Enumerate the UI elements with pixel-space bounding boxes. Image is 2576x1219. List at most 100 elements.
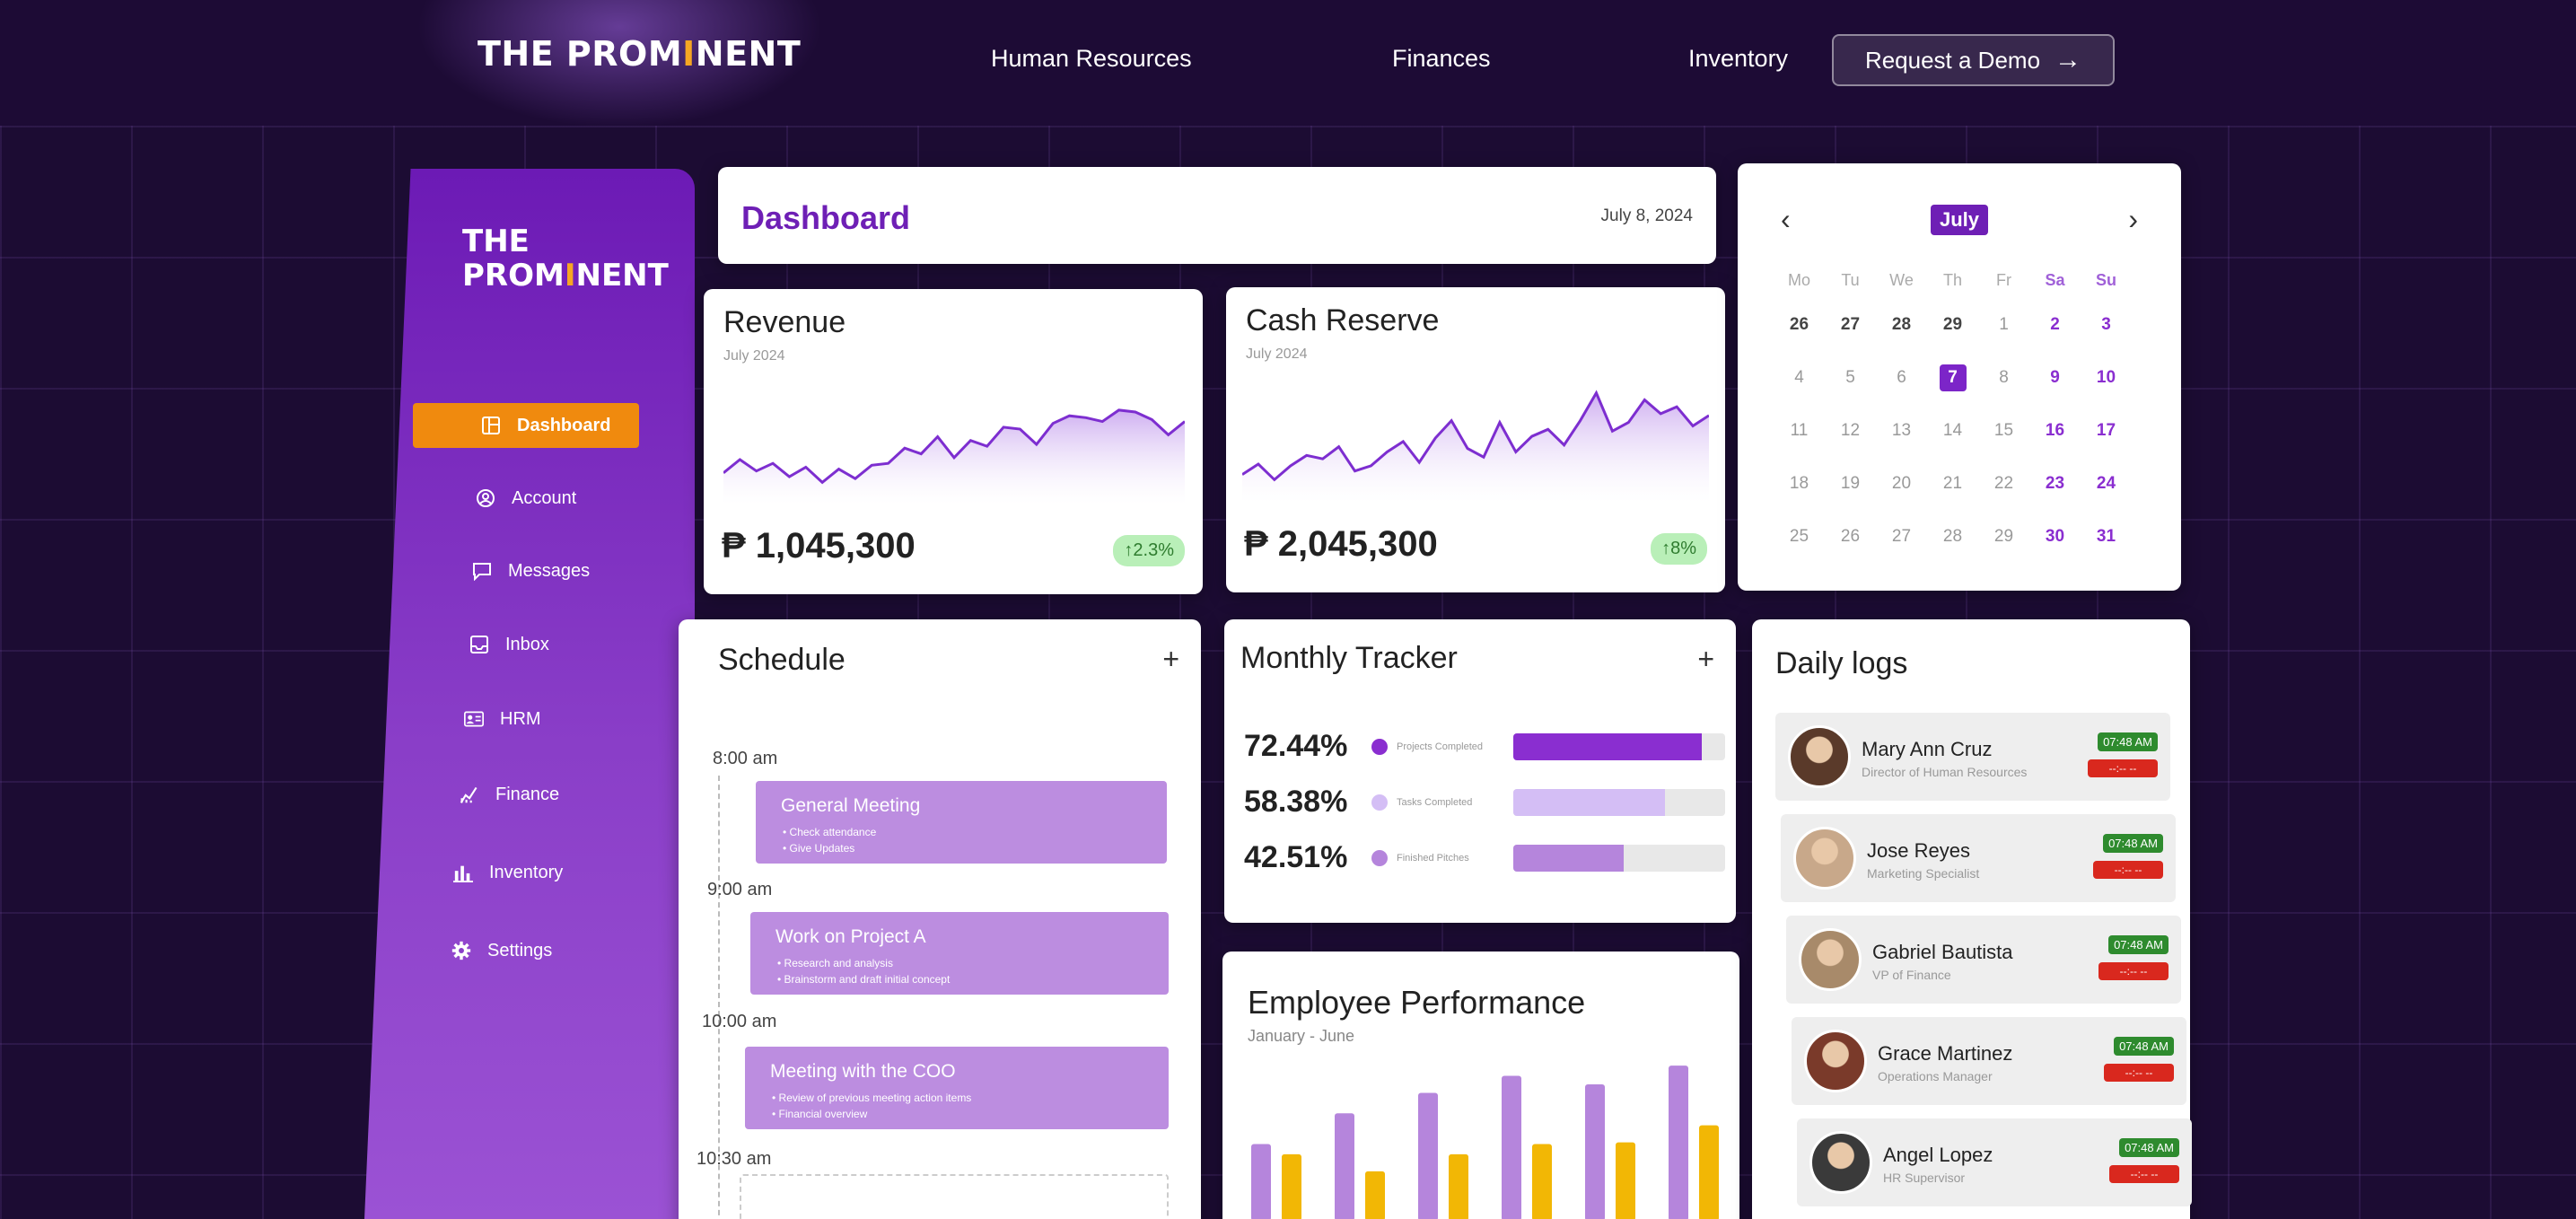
calendar-day[interactable]: 4 [1794, 367, 1804, 387]
daily-logs-title: Daily logs [1775, 646, 1908, 680]
employee-name: Jose Reyes [1867, 839, 1970, 862]
tracker-row: 72.44% Projects Completed [1244, 729, 1725, 764]
calendar-day[interactable]: 12 [1840, 420, 1861, 440]
progress-bar [1513, 844, 1725, 872]
sidebar-item-settings[interactable]: Settings [451, 928, 552, 973]
calendar-day[interactable]: 26 [1840, 526, 1861, 546]
calendar-day[interactable]: 17 [2096, 420, 2116, 440]
calendar-day[interactable]: 28 [1891, 314, 1912, 334]
daily-logs-card: Daily logs Mary Ann Cruz Director of Huma… [1752, 619, 2192, 1219]
calendar-day[interactable]: 5 [1845, 367, 1855, 387]
calendar-day[interactable]: 29 [1993, 526, 2014, 546]
avatar [1793, 827, 1856, 890]
calendar-day[interactable]: 27 [1840, 314, 1861, 334]
tracker-percentage: 42.51% [1244, 840, 1348, 874]
tracker-label: Tasks Completed [1397, 796, 1473, 808]
log-entry[interactable]: Grace Martinez Operations Manager 07:48 AM… [1792, 1017, 2186, 1105]
nav-finances[interactable]: Finances [1392, 45, 1491, 72]
performance-bar [1449, 1153, 1468, 1219]
brand-logo[interactable]: THE PROMINENT [478, 34, 802, 74]
calendar-day[interactable]: 19 [1840, 473, 1861, 493]
calendar-day[interactable]: 14 [1942, 420, 1963, 440]
log-entry[interactable]: Gabriel Bautista VP of Finance 07:48 AM --:… [1786, 916, 2181, 1004]
empty-slot[interactable] [740, 1174, 1169, 1219]
time-in-badge: 07:48 AM [2098, 732, 2158, 751]
weekday-label: We [1889, 270, 1914, 289]
revenue-chart [723, 408, 1185, 504]
chevron-right-icon[interactable]: › [2128, 203, 2138, 235]
calendar-day[interactable]: 11 [1790, 420, 1809, 440]
time-in-badge: 07:48 AM [2114, 1037, 2174, 1056]
chevron-left-icon[interactable]: ‹ [1781, 203, 1791, 235]
calendar-day[interactable]: 20 [1891, 473, 1912, 493]
calendar-day[interactable]: 13 [1891, 420, 1912, 440]
calendar-day[interactable]: 31 [2096, 526, 2116, 546]
log-entry[interactable]: Mary Ann Cruz Director of Human Resources… [1775, 713, 2170, 801]
nav-human-resources[interactable]: Human Resources [991, 45, 1192, 72]
sidebar-item-hrm[interactable]: HRM [464, 697, 541, 741]
employee-role: Director of Human Resources [1862, 765, 2028, 779]
nav-inventory[interactable]: Inventory [1688, 45, 1789, 72]
dashboard-header-card: Dashboard July 8, 2024 [718, 167, 1716, 264]
sidebar-item-finance[interactable]: Finance [460, 772, 559, 817]
revenue-card: Revenue July 2024 ₱ 1,045,300 ↑2.3% [704, 289, 1203, 594]
calendar-day[interactable]: 1 [1999, 314, 2009, 334]
request-demo-button[interactable]: Request a Demo → [1832, 34, 2115, 86]
calendar-day[interactable]: 15 [1993, 420, 2014, 440]
employee-role: HR Supervisor [1883, 1171, 1966, 1185]
log-entry[interactable]: Angel Lopez HR Supervisor 07:48 AM --:-- -- [1797, 1118, 2192, 1206]
calendar-day[interactable]: 27 [1891, 526, 1912, 546]
revenue-value: ₱ 1,045,300 [722, 526, 916, 566]
calendar-day[interactable]: 29 [1942, 314, 1963, 334]
calendar-month[interactable]: July [1930, 205, 1989, 235]
calendar-day[interactable]: 9 [2050, 367, 2060, 387]
calendar-day[interactable]: 24 [2096, 473, 2116, 493]
calendar-day[interactable]: 22 [1993, 473, 2014, 493]
calendar-day-today[interactable]: 7 [1927, 364, 1978, 391]
performance-bar [1699, 1125, 1719, 1219]
weekday-label: Fr [1996, 270, 2011, 289]
calendar-day[interactable]: 23 [2045, 473, 2065, 493]
sidebar-item-inventory[interactable]: Inventory [453, 850, 563, 895]
revenue-change-badge: ↑2.3% [1113, 535, 1185, 566]
schedule-event[interactable]: Meeting with the COO • Review of previou… [745, 1047, 1169, 1129]
performance-bar [1585, 1084, 1605, 1219]
progress-bar [1513, 732, 1725, 760]
sidebar-item-account[interactable]: Account [476, 476, 576, 521]
schedule-event[interactable]: General Meeting • Check attendance • Give… [756, 781, 1167, 864]
add-tracker-icon[interactable]: + [1697, 643, 1714, 675]
calendar-day[interactable]: 25 [1789, 526, 1809, 546]
calendar-day[interactable]: 10 [2096, 367, 2116, 387]
performance-bar [1365, 1171, 1385, 1219]
performance-bar [1669, 1066, 1688, 1219]
sidebar-item-dashboard[interactable]: Dashboard [413, 403, 639, 448]
time-out-badge: --:-- -- [2098, 962, 2169, 980]
calendar-day[interactable]: 26 [1789, 314, 1809, 334]
calendar-day[interactable]: 6 [1897, 367, 1906, 387]
sidebar-item-messages[interactable]: Messages [472, 548, 590, 593]
calendar-day[interactable]: 2 [2050, 314, 2060, 334]
hrm-icon [464, 709, 484, 729]
add-schedule-icon[interactable]: + [1162, 643, 1179, 675]
calendar-day[interactable]: 16 [2045, 420, 2065, 440]
calendar-day[interactable]: 21 [1942, 473, 1963, 493]
legend-dot [1371, 794, 1388, 811]
calendar-day[interactable]: 18 [1789, 473, 1809, 493]
cash-reserve-card: Cash Reserve July 2024 ₱ 2,045,300 ↑8% [1226, 287, 1725, 592]
performance-bar [1502, 1075, 1521, 1219]
tracker-label: Projects Completed [1397, 741, 1483, 752]
current-date: July 8, 2024 [1600, 206, 1693, 225]
legend-dot [1371, 849, 1388, 866]
employee-name: Grace Martinez [1878, 1042, 2013, 1065]
time-in-badge: 07:48 AM [2108, 935, 2169, 954]
performance-bar [1418, 1092, 1438, 1219]
cash-reserve-value: ₱ 2,045,300 [1244, 524, 1438, 564]
calendar-day[interactable]: 28 [1942, 526, 1963, 546]
sidebar-item-inbox[interactable]: Inbox [469, 622, 549, 667]
calendar-day[interactable]: 30 [2045, 526, 2065, 546]
schedule-event[interactable]: Work on Project A • Research and analysi… [750, 912, 1169, 995]
calendar-day[interactable]: 8 [1999, 367, 2009, 387]
calendar-day[interactable]: 3 [2101, 314, 2111, 334]
schedule-card: Schedule + 8:00 am General Meeting • Che… [679, 619, 1201, 1219]
log-entry[interactable]: Jose Reyes Marketing Specialist 07:48 AM --… [1781, 814, 2176, 902]
